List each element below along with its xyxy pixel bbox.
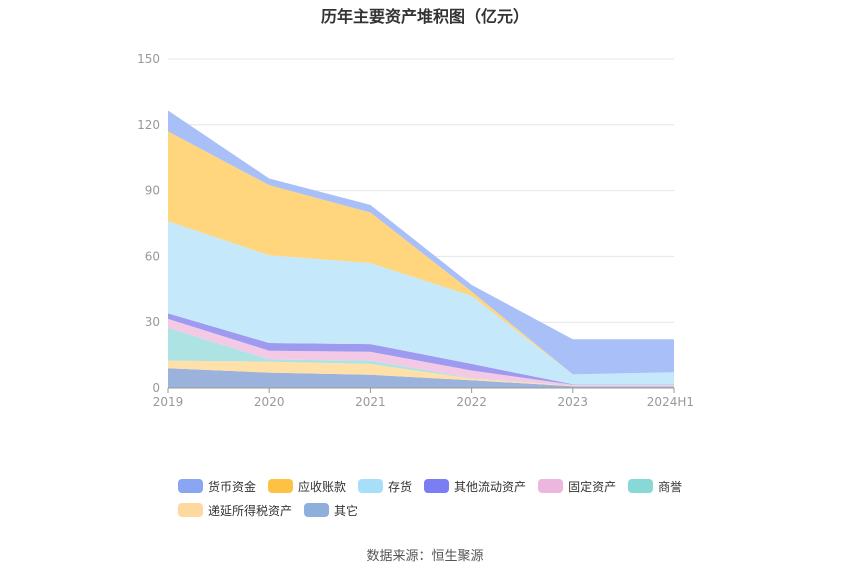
legend-item-cash[interactable]: 货币资金: [178, 478, 256, 495]
area-series-应收账款: [168, 131, 674, 375]
legend-item-goodwill[interactable]: 商誉: [628, 478, 682, 495]
x-tick-label: 2023: [558, 395, 589, 409]
area-series-其他流动资产: [168, 313, 674, 385]
legend-item-inventory[interactable]: 存货: [358, 478, 412, 495]
legend-swatch: [424, 479, 450, 493]
legend-label: 货币资金: [208, 479, 257, 494]
legend-item-other[interactable]: 其它: [304, 502, 358, 519]
axes: 0 30 60 90 120 150 2019 2020 2021 2022 2023 2024H1: [137, 52, 694, 409]
x-tick-label: 2024H1: [647, 395, 694, 409]
legend-swatch: [538, 479, 564, 493]
area-series-递延所得税资产: [168, 360, 674, 387]
legend-swatch: [178, 503, 203, 517]
legend-row-2: 递延所得税资产 其它: [178, 498, 698, 522]
y-tick-label: 60: [145, 249, 160, 263]
y-tick-label: 120: [137, 118, 160, 132]
legend-item-other-current-assets[interactable]: 其他流动资产: [424, 478, 526, 495]
x-tick-label: 2020: [254, 395, 285, 409]
legend-swatch: [178, 479, 203, 493]
x-tick-label: 2019: [153, 395, 184, 409]
legend-label: 应收账款: [298, 479, 347, 494]
y-tick-label: 0: [152, 381, 160, 395]
legend-label: 其它: [334, 503, 359, 518]
area-series-存货: [168, 221, 674, 385]
legend-label: 固定资产: [568, 479, 617, 494]
chart-title: 历年主要资产堆积图（亿元）: [320, 7, 529, 26]
legend-label: 其他流动资产: [454, 479, 527, 494]
area-series-货币资金: [168, 110, 674, 375]
area-series-固定资产: [168, 318, 674, 386]
legend-swatch: [304, 503, 330, 517]
y-tick-label: 150: [137, 52, 160, 66]
legend-row-1: 货币资金 应收账款 存货 其他流动资产 固定资产 商誉: [178, 474, 698, 498]
legend-swatch: [628, 479, 654, 493]
legend-item-fixed-assets[interactable]: 固定资产: [538, 478, 616, 495]
legend-swatch: [268, 479, 294, 493]
legend-item-receivables[interactable]: 应收账款: [268, 478, 346, 495]
legend-label: 递延所得税资产: [208, 503, 293, 518]
legend-item-deferred-tax-assets[interactable]: 递延所得税资产: [178, 502, 292, 519]
x-tick-label: 2021: [355, 395, 386, 409]
legend-label: 商誉: [658, 479, 683, 494]
x-tick-label: 2022: [456, 395, 487, 409]
area-series-其它: [168, 368, 674, 388]
legend-label: 存货: [388, 479, 413, 494]
data-source: 数据来源：恒生聚源: [366, 549, 484, 564]
y-tick-label: 90: [145, 184, 160, 198]
legend-swatch: [358, 479, 384, 493]
legend: 货币资金 应收账款 存货 其他流动资产 固定资产 商誉 递延所得税资产: [178, 474, 698, 522]
area-series: [168, 110, 674, 388]
y-tick-label: 30: [145, 315, 160, 329]
